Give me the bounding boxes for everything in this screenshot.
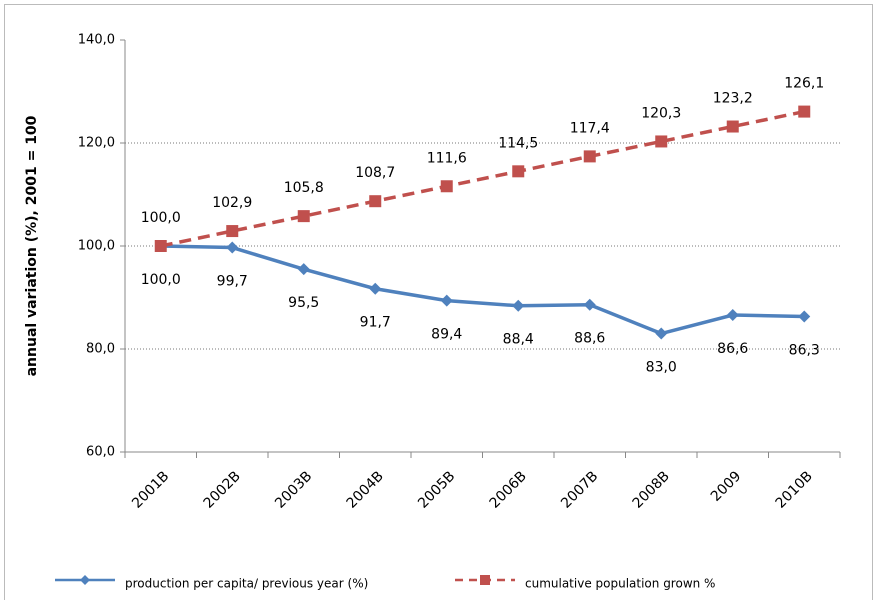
x-tick-label: 2002B bbox=[201, 468, 244, 511]
data-label: 117,4 bbox=[570, 120, 610, 136]
series-line bbox=[160, 109, 805, 248]
y-tick-label: 120,0 bbox=[78, 136, 115, 151]
marker bbox=[583, 298, 596, 311]
data-label: 126,1 bbox=[784, 76, 824, 92]
x-tick-label: 2001B bbox=[129, 468, 172, 511]
data-label: 86,3 bbox=[789, 343, 820, 359]
y-tick-label: 100,0 bbox=[78, 239, 115, 254]
x-tick-label: 2010B bbox=[773, 468, 816, 511]
y-tick-label: 80,0 bbox=[86, 342, 115, 357]
marker bbox=[726, 120, 739, 133]
y-tick-label: 60,0 bbox=[86, 445, 115, 460]
marker bbox=[726, 309, 739, 322]
y-tick-label: 140,0 bbox=[78, 33, 115, 48]
data-label: 95,5 bbox=[288, 295, 319, 311]
data-label: 83,0 bbox=[646, 360, 677, 376]
legend-label: cumulative population grown % bbox=[525, 577, 715, 591]
data-label: 123,2 bbox=[713, 91, 753, 107]
data-label: 120,3 bbox=[641, 105, 681, 121]
x-tick-label: 2009 bbox=[708, 468, 745, 505]
data-label: 88,4 bbox=[503, 332, 534, 348]
legend-marker bbox=[480, 575, 490, 585]
marker bbox=[154, 240, 167, 252]
x-tick-label: 2003B bbox=[272, 468, 315, 511]
x-tick-label: 2005B bbox=[415, 468, 458, 511]
data-label: 105,8 bbox=[284, 180, 324, 196]
data-label: 114,5 bbox=[498, 135, 538, 151]
data-label: 99,7 bbox=[217, 274, 248, 290]
data-label: 108,7 bbox=[355, 165, 395, 181]
marker bbox=[798, 310, 811, 323]
marker bbox=[583, 150, 596, 163]
data-label: 111,6 bbox=[427, 150, 467, 166]
marker bbox=[512, 165, 525, 178]
data-label: 89,4 bbox=[431, 327, 462, 343]
data-label: 88,6 bbox=[574, 331, 605, 347]
marker bbox=[798, 105, 811, 118]
series-line bbox=[160, 244, 805, 336]
data-label: 86,6 bbox=[717, 341, 748, 357]
marker bbox=[655, 327, 668, 340]
x-tick-label: 2006B bbox=[487, 468, 530, 511]
data-label: 100,0 bbox=[141, 210, 181, 226]
legend-label: production per capita/ previous year (%) bbox=[125, 577, 368, 591]
marker bbox=[369, 282, 382, 295]
marker bbox=[512, 299, 525, 312]
y-axis-label: annual variation (%), 2001 = 100 bbox=[24, 115, 40, 376]
data-label: 91,7 bbox=[360, 315, 391, 331]
marker bbox=[297, 210, 310, 223]
data-label: 102,9 bbox=[212, 195, 252, 211]
data-label: 100,0 bbox=[141, 272, 181, 288]
marker bbox=[226, 241, 239, 254]
frame bbox=[4, 4, 873, 600]
marker bbox=[440, 180, 453, 193]
marker bbox=[655, 135, 668, 148]
x-tick-label: 2008B bbox=[630, 468, 673, 511]
x-tick-label: 2007B bbox=[558, 468, 601, 511]
marker bbox=[226, 225, 239, 238]
legend-marker bbox=[80, 575, 90, 585]
marker bbox=[440, 294, 453, 307]
marker bbox=[297, 263, 310, 276]
marker bbox=[369, 195, 382, 208]
x-tick-label: 2004B bbox=[344, 468, 387, 511]
